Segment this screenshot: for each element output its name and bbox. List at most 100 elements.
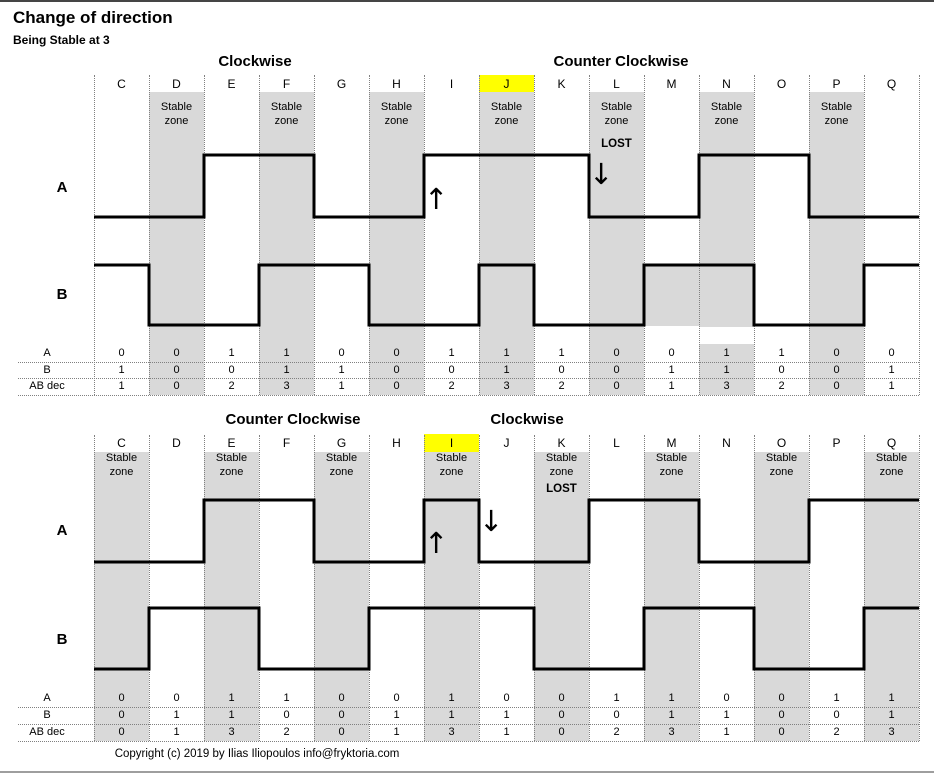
stable-zone-label-line: Stable [435,452,468,464]
column-header-C: C [117,436,126,450]
table-row-separator [18,707,919,708]
cell-ab-dec-H: 1 [393,726,400,738]
lost-label: LOST [601,138,632,150]
column-header-O: O [776,436,787,450]
stable-zone-label-line: zone [219,465,244,478]
stable-zone-band-P [809,92,864,395]
stable-zone-label: Stable zone [94,452,149,479]
cell-a-K: 0 [558,692,565,704]
cell-a-G: 0 [338,347,345,359]
cell-b-M: 1 [668,363,675,376]
cell-ab-dec-P: 2 [833,726,840,738]
stable-zone-label-line: Stable [325,452,358,464]
column-grid-line [259,75,260,395]
cell-b-Q: 1 [888,709,895,721]
column-grid-line [94,435,95,741]
cell-b-G: 0 [338,709,345,721]
column-grid-line [534,75,535,395]
stable-zone-label-line: zone [164,114,189,127]
column-grid-line [754,435,755,741]
column-header-O: O [776,77,787,91]
stable-zone-label: Stable zone [864,452,919,479]
column-header-J: J [503,436,510,450]
column-grid-line [204,435,205,741]
column-grid-line [809,435,810,741]
cell-b-I: 0 [448,363,455,376]
stable-zone-label-line: zone [824,114,849,127]
cell-b-F: 1 [283,363,290,376]
column-header-P: P [832,436,841,450]
highlighted-column-header-bg [424,434,479,452]
cell-ab-dec-J: 3 [503,380,510,393]
stable-zone-label-line: zone [494,114,519,127]
cell-a-G: 0 [338,692,345,704]
column-grid-line [589,435,590,741]
stable-zone-label-line: Stable [545,452,578,464]
stable-zone-label-line: Stable [490,101,523,113]
page-title: Change of direction [13,8,173,27]
column-grid-line [314,435,315,741]
column-header-F: F [282,77,291,91]
column-grid-line [479,75,480,395]
cell-b-O: 0 [778,363,785,376]
cell-b-P: 0 [833,363,840,376]
highlighted-column-header-bg [479,75,534,92]
cell-a-C: 0 [118,692,125,704]
table-row-label-b: B [43,709,51,721]
cell-a-D: 0 [173,347,180,359]
cell-ab-dec-N: 3 [723,380,730,393]
table-row-separator [18,378,919,380]
column-grid-line [754,75,755,395]
stable-zone-band-N [699,92,754,395]
table-row-separator [18,395,919,396]
table-row-separator [18,361,919,363]
cell-a-P: 1 [833,692,840,704]
column-header-M: M [666,77,677,91]
column-header-E: E [227,77,236,91]
cell-ab-dec-K: 0 [558,726,565,738]
column-header-D: D [172,436,181,450]
cell-ab-dec-N: 1 [723,726,730,738]
column-header-G: G [336,436,347,450]
table-row-label-a: A [43,347,51,359]
stable-zone-label-line: Stable [270,101,303,113]
cell-ab-dec-M: 3 [668,726,675,738]
signal-b-label: B [56,286,68,303]
cell-ab-dec-L: 2 [613,726,620,738]
cell-b-Q: 1 [888,363,895,376]
column-grid-line [589,75,590,395]
cell-ab-dec-K: 2 [558,380,565,393]
stable-zone-band-F [259,92,314,395]
cell-b-K: 0 [558,363,565,376]
cell-ab-dec-Q: 3 [888,726,895,738]
cell-a-N: 1 [723,347,730,359]
cell-ab-dec-I: 3 [448,726,455,738]
stable-zone-label-line: zone [769,465,794,478]
up-arrow-icon: ↑ [424,182,449,216]
stable-zone-label-line: Stable [710,101,743,113]
column-header-F: F [282,436,291,450]
stable-zone-label: Stable zone [369,101,424,128]
cell-b-M: 1 [668,709,675,721]
stable-zone-label-line: zone [714,114,739,127]
column-header-K: K [557,436,566,450]
stable-zone-label-line: zone [439,465,464,478]
up-arrow-icon: ↑ [424,526,449,560]
stable-zone-label-line: zone [384,114,409,127]
cell-ab-dec-O: 2 [778,380,785,393]
cell-a-E: 1 [228,347,235,359]
lost-label: LOST [546,483,577,495]
column-grid-line [204,75,205,395]
table-row-separator [18,741,919,742]
cell-a-K: 1 [558,347,565,359]
cell-ab-dec-Q: 1 [888,380,895,393]
cell-b-E: 1 [228,709,235,721]
column-grid-line [479,435,480,741]
cell-b-H: 0 [393,363,400,376]
stable-zone-band-D [149,92,204,395]
cell-a-J: 1 [503,347,510,359]
cell-a-M: 1 [668,692,675,704]
column-grid-line [424,435,425,741]
cell-ab-dec-E: 3 [228,726,235,738]
stable-zone-label-line: zone [659,465,684,478]
